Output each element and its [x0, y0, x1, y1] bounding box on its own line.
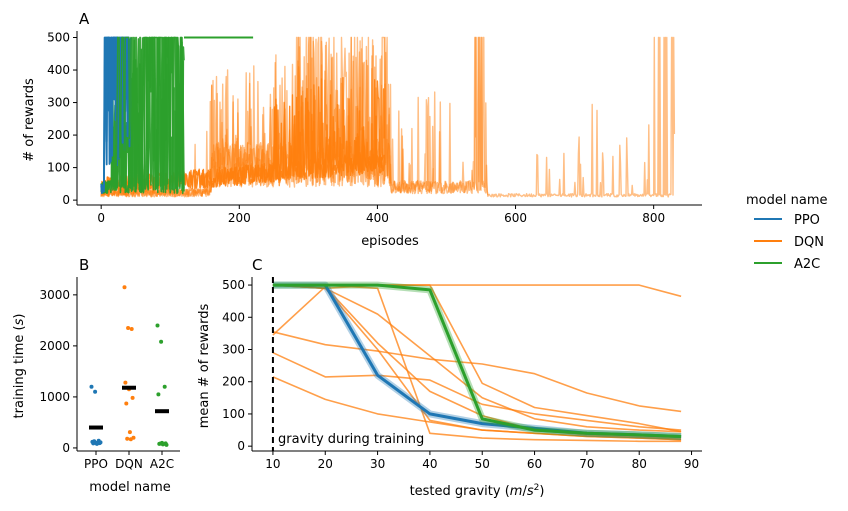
panel-a: A 0 200 400 600 800 0 100 200 300 400 500 episodes…: [22, 10, 702, 249]
panel-c-line-dqn: [272, 284, 682, 433]
panel-b-point-ppo: [89, 384, 94, 389]
panel-b-y-tick-label: 2000: [39, 339, 70, 353]
panel-a-axes: 0 200 400 600 800 0 100 200 300 400 500: [47, 31, 702, 225]
panel-a-line-a2c-overlay: [114, 36, 144, 185]
panel-c-lines: [271, 277, 682, 451]
panel-b-point-dqn: [123, 380, 128, 385]
panel-b: B PPO DQN A2C 0 1000 2000 3000 model name trai…: [12, 256, 180, 495]
panel-a-x-tick-label: 800: [642, 211, 665, 225]
panel-a-lines: [100, 36, 676, 198]
panel-b-point-a2c: [156, 392, 161, 397]
panel-b-x-tick-label: PPO: [84, 457, 108, 471]
panel-a-x-tick-label: 0: [97, 211, 105, 225]
panel-c-line-dqn: [272, 376, 682, 441]
panel-a-y-tick-label: 400: [47, 63, 70, 77]
panel-b-point-a2c: [164, 442, 169, 447]
panel-b-point-a2c: [159, 339, 164, 344]
panel-b-point-dqn: [126, 326, 131, 331]
panel-b-point-dqn: [128, 437, 133, 442]
panel-c-x-tick-label: 80: [632, 457, 647, 471]
panel-c-x-tick-label: 90: [684, 457, 699, 471]
panel-b-point-dqn: [122, 285, 127, 290]
panel-c-band-a2c: [272, 281, 682, 440]
panel-c-axes: 10 20 30 40 50 60 70 80 90 0 100 200 300 400 500: [222, 277, 702, 471]
panel-c-xlabel: tested gravity (m/s2): [410, 483, 545, 499]
panel-b-point-a2c: [155, 323, 160, 328]
panel-b-xlabel: model name: [89, 480, 170, 495]
panel-c-y-tick-label: 0: [237, 439, 245, 453]
panel-b-point-a2c: [158, 441, 163, 446]
panel-b-y-tick-label: 0: [62, 441, 70, 455]
panel-c-annotation: gravity during training: [278, 432, 424, 447]
panel-c-line-dqn: [272, 351, 682, 431]
panel-c-x-tick-label: 40: [422, 457, 437, 471]
legend-entry-dqn: DQN: [794, 235, 824, 250]
panel-c-line-dqn: [272, 285, 682, 439]
panel-c-y-tick-label: 100: [222, 407, 245, 421]
panel-a-label: A: [79, 10, 90, 28]
panel-b-point-dqn: [130, 395, 135, 400]
panel-b-point-ppo: [98, 440, 103, 445]
panel-c-x-tick-label: 50: [475, 457, 490, 471]
panel-a-y-tick-label: 300: [47, 96, 70, 110]
panel-c-label: C: [252, 256, 262, 274]
panel-b-point-a2c: [162, 384, 167, 389]
panel-b-label: B: [79, 256, 89, 274]
panel-c: C 10 20 30 40 50 60 70 80 90 0 100 200 300 400 500 gra…: [197, 256, 702, 499]
panel-a-x-tick-label: 600: [504, 211, 527, 225]
panel-b-point-ppo: [93, 389, 98, 394]
panel-b-point-dqn: [124, 401, 129, 406]
panel-b-point-ppo: [94, 441, 99, 446]
panel-b-point-dqn: [129, 327, 134, 332]
panel-c-x-tick-label: 10: [265, 457, 280, 471]
panel-c-y-tick-label: 500: [222, 278, 245, 292]
panel-b-y-tick-label: 3000: [39, 288, 70, 302]
panel-c-y-tick-label: 300: [222, 343, 245, 357]
panel-b-x-tick-label: DQN: [115, 457, 143, 471]
panel-b-marks: [89, 285, 169, 447]
panel-b-ylabel: training time (s): [12, 314, 27, 419]
panel-a-y-tick-label: 500: [47, 31, 70, 45]
panel-c-line-dqn: [272, 331, 682, 413]
panel-a-ylabel: # of rewards: [22, 78, 37, 162]
panel-b-point-dqn: [125, 436, 130, 441]
panel-a-x-tick-label: 400: [366, 211, 389, 225]
panel-b-point-dqn: [127, 430, 132, 435]
panel-b-y-tick-label: 1000: [39, 390, 70, 404]
panel-c-ylabel: mean # of rewards: [197, 304, 212, 429]
panel-c-y-tick-label: 200: [222, 375, 245, 389]
panel-b-axes: PPO DQN A2C 0 1000 2000 3000: [39, 277, 180, 471]
legend-entry-ppo: PPO: [794, 213, 820, 228]
panel-b-point-ppo: [92, 439, 97, 444]
panel-c-y-tick-label: 400: [222, 310, 245, 324]
panel-a-y-tick-label: 0: [62, 193, 70, 207]
panel-c-x-tick-label: 20: [318, 457, 333, 471]
panel-a-xlabel: episodes: [361, 234, 419, 249]
panel-a-x-tick-label: 200: [228, 211, 251, 225]
panel-c-line-a2c: [272, 283, 682, 438]
panel-c-line-dqn: [272, 284, 682, 441]
legend-entry-a2c: A2C: [794, 257, 820, 272]
panel-c-x-tick-label: 30: [370, 457, 385, 471]
panel-c-line-dqn: [272, 284, 682, 433]
legend-title: model name: [746, 193, 827, 208]
panel-c-x-tick-label: 70: [579, 457, 594, 471]
legend: model name PPO DQN A2C: [746, 193, 827, 272]
panel-c-x-tick-label: 60: [527, 457, 542, 471]
panel-a-y-tick-label: 100: [47, 161, 70, 175]
panel-b-x-tick-label: A2C: [150, 457, 174, 471]
panel-a-y-tick-label: 200: [47, 128, 70, 142]
